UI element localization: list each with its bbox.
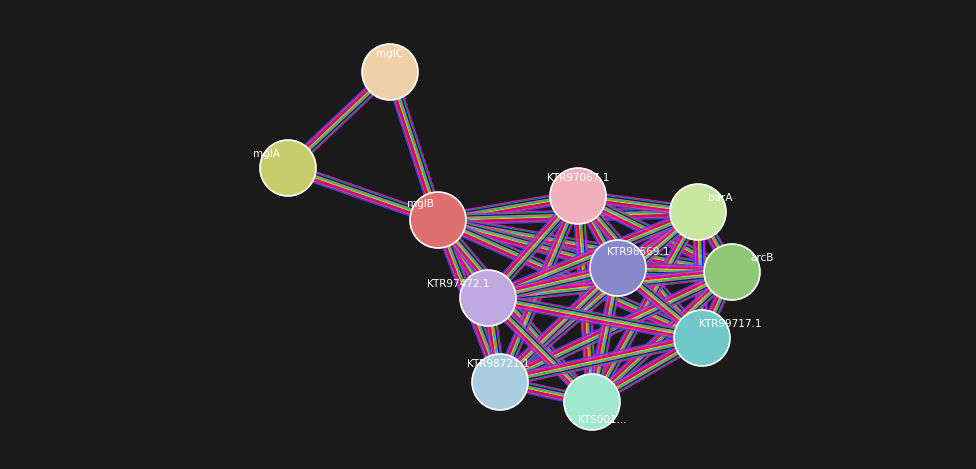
Text: KTR99717.1: KTR99717.1 — [699, 319, 761, 329]
Circle shape — [410, 192, 466, 248]
Circle shape — [564, 374, 620, 430]
Text: mglA: mglA — [253, 149, 279, 159]
Circle shape — [674, 310, 730, 366]
Circle shape — [472, 354, 528, 410]
Text: KTR98721.1: KTR98721.1 — [467, 359, 529, 369]
Circle shape — [460, 270, 516, 326]
Text: KTS001...: KTS001... — [578, 415, 627, 425]
Circle shape — [260, 140, 316, 196]
Text: barA: barA — [708, 193, 732, 203]
Circle shape — [704, 244, 760, 300]
Text: KTR97067.1: KTR97067.1 — [547, 173, 609, 183]
Circle shape — [670, 184, 726, 240]
Circle shape — [590, 240, 646, 296]
Circle shape — [362, 44, 418, 100]
Text: mglB: mglB — [407, 199, 433, 209]
Circle shape — [550, 168, 606, 224]
Text: mglC: mglC — [377, 49, 403, 59]
Text: KTR97472.1: KTR97472.1 — [427, 279, 489, 289]
Text: KTR98569.1: KTR98569.1 — [607, 247, 670, 257]
Text: arcB: arcB — [751, 253, 774, 263]
